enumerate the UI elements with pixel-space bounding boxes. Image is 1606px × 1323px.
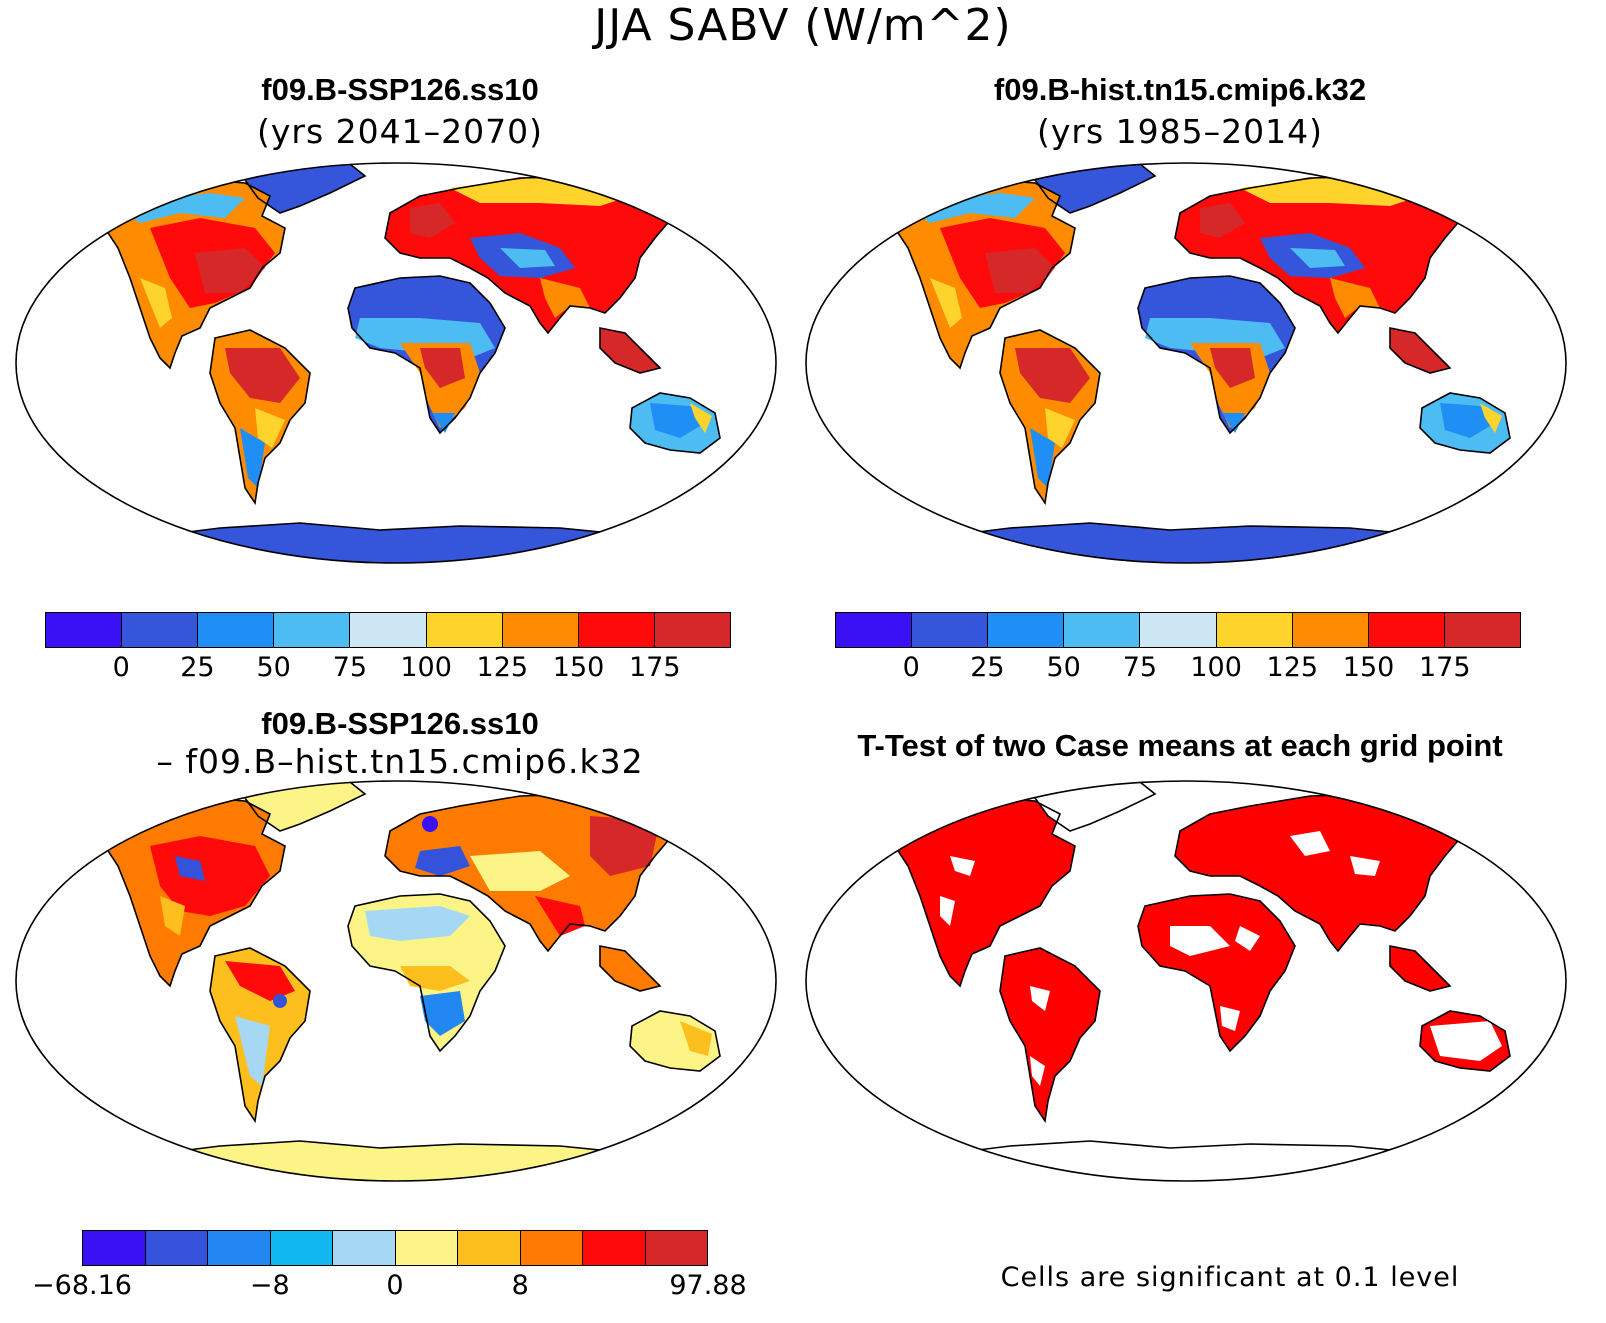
colorbar-tick-label: 0 xyxy=(902,652,920,683)
colorbar-tick-label: 100 xyxy=(400,652,452,683)
colorbar-tick-label: 125 xyxy=(1266,652,1319,683)
colorbar-swatch xyxy=(83,1231,146,1265)
panel-subtitle-top-right: (yrs 1985–2014) xyxy=(1037,112,1323,151)
panel-title-bottom-left: f09.B-SSP126.ss10 xyxy=(261,706,539,741)
colorbar-tick-label: 175 xyxy=(628,652,681,683)
colorbar-swatch xyxy=(578,613,655,647)
colorbar-tick-label: 175 xyxy=(1418,652,1471,683)
colorbar-swatch xyxy=(198,613,275,647)
colorbar-swatch xyxy=(502,613,579,647)
colorbar-tick-label: −68.16 xyxy=(32,1270,132,1301)
colorbar-swatch xyxy=(395,1231,458,1265)
colorbar-tick-label: 150 xyxy=(1342,652,1395,683)
colorbar-tick-label: 8 xyxy=(511,1270,529,1301)
colorbar-tick-label: 150 xyxy=(552,652,605,683)
colorbar-swatch xyxy=(333,1231,396,1265)
colorbar-swatch xyxy=(654,613,730,647)
map-top-left xyxy=(0,158,792,568)
colorbar-swatch xyxy=(122,613,199,647)
colorbar-swatch xyxy=(912,613,989,647)
panel-title-bottom-right: T-Test of two Case means at each grid po… xyxy=(857,728,1503,763)
colorbar-tick-label: 0 xyxy=(386,1270,404,1301)
colorbar-labels-top-right: 0 25 50 75 100 125 150 175 xyxy=(835,652,1521,692)
colorbar-swatch xyxy=(46,613,123,647)
colorbar-tick-label: 25 xyxy=(180,652,215,683)
colorbar-tick-label: 50 xyxy=(256,652,291,683)
colorbar-swatch xyxy=(645,1231,707,1265)
colorbar-swatch xyxy=(1140,613,1217,647)
colorbar-swatch xyxy=(350,613,427,647)
colorbar-labels-bottom-left: −68.16 −8 0 8 97.88 xyxy=(32,1270,747,1310)
map-bottom-left xyxy=(0,776,792,1186)
map-bottom-right xyxy=(790,776,1582,1186)
colorbar-tick-label: 0 xyxy=(112,652,130,683)
colorbar-swatch xyxy=(1444,613,1520,647)
colorbar-swatch xyxy=(145,1231,208,1265)
colorbar-tick-label: 75 xyxy=(332,652,368,683)
colorbar-swatch xyxy=(1292,613,1369,647)
colorbar-bottom-left xyxy=(82,1230,708,1266)
colorbar-swatch xyxy=(988,613,1065,647)
figure-title: JJA SABV (W/m^2) xyxy=(594,0,1012,51)
colorbar-tick-label: 25 xyxy=(970,652,1005,683)
panel-title-top-left: f09.B-SSP126.ss10 xyxy=(261,72,539,107)
colorbar-tick-label: 50 xyxy=(1046,652,1081,683)
colorbar-top-left xyxy=(45,612,731,648)
colorbar-tick-label: −8 xyxy=(249,1270,290,1301)
panel-subtitle-bottom-left: – f09.B–hist.tn15.cmip6.k32 xyxy=(156,742,644,781)
colorbar-tick-label: 97.88 xyxy=(669,1270,747,1301)
colorbar-top-right xyxy=(835,612,1521,648)
colorbar-swatch xyxy=(520,1231,583,1265)
panel-subtitle-top-left: (yrs 2041–2070) xyxy=(257,112,543,151)
colorbar-swatch xyxy=(274,613,351,647)
colorbar-swatch xyxy=(836,613,913,647)
colorbar-swatch xyxy=(270,1231,333,1265)
colorbar-swatch xyxy=(1368,613,1445,647)
colorbar-swatch xyxy=(1064,613,1141,647)
panel-title-top-right: f09.B-hist.tn15.cmip6.k32 xyxy=(993,72,1367,107)
colorbar-swatch xyxy=(208,1231,271,1265)
map-top-right xyxy=(790,158,1582,568)
colorbar-labels-top-left: 0 25 50 75 100 125 150 175 xyxy=(45,652,731,692)
colorbar-swatch xyxy=(1216,613,1293,647)
colorbar-swatch xyxy=(426,613,503,647)
significance-note: Cells are significant at 0.1 level xyxy=(1000,1262,1460,1293)
colorbar-swatch xyxy=(583,1231,646,1265)
colorbar-tick-label: 75 xyxy=(1122,652,1158,683)
colorbar-swatch xyxy=(458,1231,521,1265)
colorbar-tick-label: 100 xyxy=(1190,652,1242,683)
colorbar-tick-label: 125 xyxy=(476,652,529,683)
